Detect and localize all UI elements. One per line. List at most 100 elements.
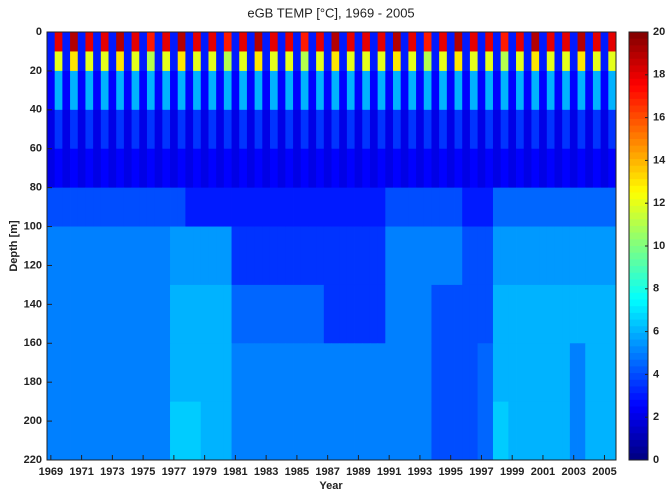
heat-cell: [608, 51, 617, 72]
heat-cell: [47, 401, 56, 461]
heat-cell: [454, 284, 463, 344]
heat-cell: [139, 109, 148, 150]
heat-cell: [108, 284, 117, 344]
heat-cell: [54, 32, 63, 52]
heat-cell: [331, 284, 340, 344]
heat-cell: [108, 51, 117, 72]
heat-cell: [185, 343, 194, 403]
heat-cell: [47, 226, 56, 286]
heat-cell: [239, 226, 248, 286]
heat-cell: [369, 284, 379, 344]
heat-cell: [116, 401, 125, 461]
heat-cell: [162, 32, 171, 52]
x-tick-label: 1981: [223, 466, 247, 478]
heat-cell: [592, 401, 602, 461]
heat-cell: [116, 148, 125, 189]
heat-cell: [377, 51, 386, 72]
heat-cell: [200, 284, 209, 344]
heat-cell: [316, 343, 325, 403]
heat-cell: [408, 70, 417, 111]
heat-cell: [362, 187, 371, 227]
heat-cell: [469, 343, 478, 403]
heat-cell: [492, 226, 502, 286]
colorbar-segment: [629, 159, 648, 167]
heat-cell: [400, 226, 409, 286]
heat-cell: [139, 226, 148, 286]
y-tick-label: 20: [30, 65, 42, 77]
heat-cell: [208, 32, 217, 52]
heat-cell: [177, 148, 186, 189]
heat-cell: [285, 187, 294, 227]
heat-cell: [393, 109, 402, 150]
heat-cell: [393, 226, 402, 286]
heat-cell: [100, 70, 109, 111]
heat-cell: [47, 343, 56, 403]
heat-cell: [277, 343, 286, 403]
heat-cell: [600, 343, 609, 403]
heat-cell: [577, 70, 586, 111]
heat-cell: [162, 148, 171, 189]
heat-cell: [508, 343, 517, 403]
heat-cell: [70, 70, 79, 111]
heat-cell: [269, 70, 279, 111]
heat-cell: [462, 343, 471, 403]
heat-cell: [85, 401, 94, 461]
heat-cell: [554, 32, 563, 52]
heat-cell: [600, 284, 609, 344]
colorbar-segment: [629, 92, 648, 100]
heat-cell: [393, 32, 402, 52]
x-tick-label: 1979: [192, 466, 216, 478]
heat-cell: [239, 343, 248, 403]
colorbar-segment: [629, 359, 648, 367]
heat-cell: [123, 187, 132, 227]
heat-cell: [285, 32, 294, 52]
heat-cell: [600, 32, 609, 52]
heat-cell: [431, 32, 440, 52]
heat-cell: [131, 32, 140, 52]
heat-cell: [123, 343, 132, 403]
heat-cell: [577, 109, 586, 150]
heat-cell: [423, 32, 432, 52]
heat-cell: [300, 70, 309, 111]
heat-cell: [254, 148, 263, 189]
heat-cell: [469, 32, 478, 52]
heat-cell: [185, 401, 194, 461]
heat-cell: [208, 187, 217, 227]
heat-cell: [569, 51, 578, 72]
heat-cell: [100, 343, 109, 403]
heat-cell: [246, 401, 256, 461]
heat-cell: [285, 70, 294, 111]
heat-cell: [354, 109, 363, 150]
heat-cell: [346, 32, 355, 52]
heat-cell: [70, 226, 79, 286]
y-tick-label: 60: [30, 143, 42, 155]
heat-cell: [62, 148, 71, 189]
heat-cell: [262, 226, 271, 286]
heat-cell: [254, 401, 263, 461]
colorbar-segment: [629, 306, 648, 314]
heat-cell: [508, 226, 517, 286]
colorbar-tick-label: 8: [653, 283, 659, 295]
heat-cell: [569, 401, 578, 461]
heat-cell: [362, 51, 371, 72]
heat-cell: [123, 70, 132, 111]
heat-cell: [85, 226, 94, 286]
heat-cell: [162, 343, 171, 403]
heat-cell: [600, 148, 609, 189]
heat-cell: [254, 284, 263, 344]
heat-cell: [523, 401, 532, 461]
heat-cell: [308, 284, 317, 344]
heat-cell: [508, 187, 517, 227]
heat-cell: [70, 401, 79, 461]
heat-cell: [323, 32, 332, 52]
heat-cell: [446, 70, 455, 111]
heat-cell: [146, 148, 156, 189]
heat-cell: [54, 109, 63, 150]
colorbar-segment: [629, 332, 648, 341]
colorbar-segment: [629, 339, 648, 347]
heat-cell: [377, 70, 386, 111]
heat-cell: [539, 51, 548, 72]
heat-cell: [70, 32, 79, 52]
heat-cell: [369, 226, 379, 286]
heat-cell: [523, 70, 532, 111]
